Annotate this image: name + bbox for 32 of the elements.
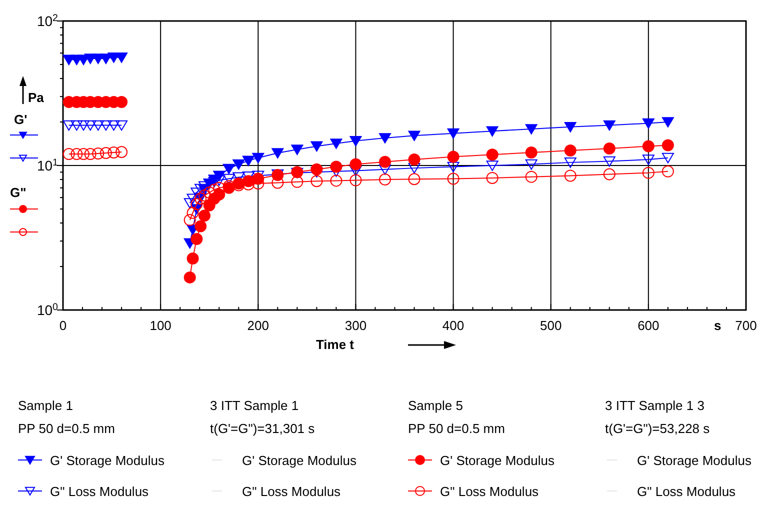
text: Sample 1 (18, 398, 73, 413)
x-tick-label: 500 (540, 318, 562, 333)
y-tick-label: 10$^{2}$ (36, 12, 58, 29)
y-tick-label: 10$^{0}$ (36, 302, 59, 318)
text: s (714, 318, 722, 333)
text: G' Storage Modulus (637, 453, 752, 468)
x-tick-label: 700 (735, 318, 757, 333)
x-tick-label: 400 (442, 318, 464, 333)
text: G" (10, 185, 26, 200)
text: PP 50 d=0.5 mm (18, 421, 115, 436)
x-tick-label: 300 (344, 318, 367, 333)
text: PP 50 d=0.5 mm (408, 421, 505, 436)
text: t(G'=G")=31,301 s (210, 421, 316, 436)
y-axis-title: Pa (28, 90, 45, 105)
x-tick-label: 600 (638, 318, 660, 333)
legend-label: G' Storage Modulus (50, 453, 165, 468)
legend-label: G" Loss Modulus (50, 484, 150, 499)
x-tick-label: 100 (150, 318, 172, 333)
legend-label: G" Loss Modulus (440, 484, 540, 499)
y-tick-label: 10$^{1}$ (36, 157, 58, 174)
text: G' (14, 112, 28, 127)
legend-label: G' Storage Modulus (440, 453, 555, 468)
text: G' Storage Modulus (242, 453, 357, 468)
text: G" Loss Modulus (242, 484, 342, 499)
x-tick-label: 200 (247, 318, 269, 333)
x-tick-label: 0 (59, 318, 67, 333)
text: G" Loss Modulus (637, 484, 736, 499)
text: 3 ITT Sample 1 3 (605, 398, 704, 413)
text: Sample 5 (408, 398, 463, 413)
text: t(G'=G")=53,228 s (605, 421, 710, 436)
text: 3 ITT Sample 1 (210, 398, 299, 413)
x-axis-title: Time t (316, 337, 355, 352)
